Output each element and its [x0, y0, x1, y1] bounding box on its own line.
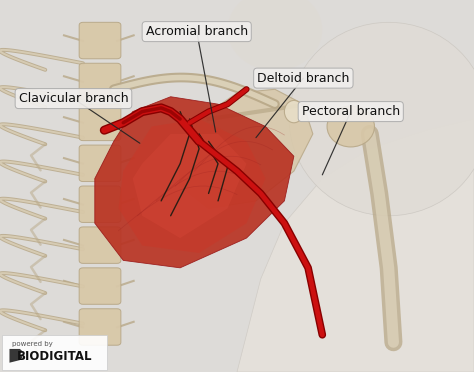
Ellipse shape [289, 22, 474, 216]
Text: Acromial branch: Acromial branch [146, 25, 248, 38]
Text: Clavicular branch: Clavicular branch [18, 92, 128, 105]
FancyBboxPatch shape [79, 309, 121, 345]
FancyBboxPatch shape [79, 227, 121, 263]
Polygon shape [237, 119, 474, 372]
FancyBboxPatch shape [79, 22, 121, 59]
Polygon shape [118, 119, 265, 253]
FancyBboxPatch shape [79, 268, 121, 304]
Text: BIODIGITAL: BIODIGITAL [17, 350, 92, 363]
Polygon shape [95, 97, 294, 268]
Text: Pectoral branch: Pectoral branch [301, 105, 400, 118]
FancyBboxPatch shape [79, 104, 121, 141]
FancyBboxPatch shape [79, 63, 121, 100]
Ellipse shape [228, 0, 322, 71]
Polygon shape [180, 89, 313, 208]
Ellipse shape [284, 100, 303, 123]
Text: powered by: powered by [12, 341, 53, 347]
FancyBboxPatch shape [79, 145, 121, 182]
Text: Deltoid branch: Deltoid branch [257, 72, 349, 84]
FancyBboxPatch shape [79, 186, 121, 222]
FancyBboxPatch shape [2, 335, 107, 370]
Polygon shape [9, 349, 23, 363]
Ellipse shape [327, 106, 374, 147]
Polygon shape [133, 134, 246, 238]
